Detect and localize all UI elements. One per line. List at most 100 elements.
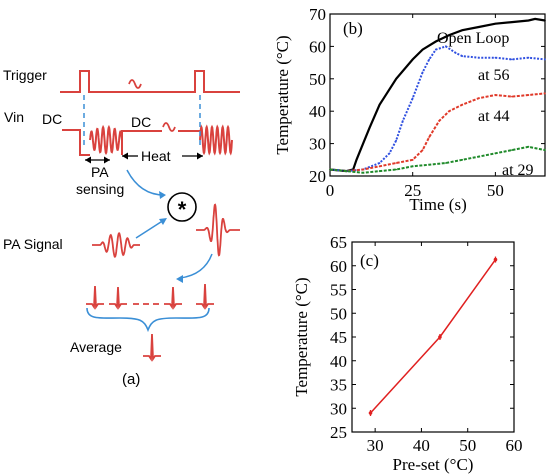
chart-b-y-tick-label: 30: [309, 135, 326, 154]
data-point-open-loop: [355, 159, 358, 161]
data-point-open-loop: [421, 48, 424, 51]
data-point-at-29: [478, 155, 480, 158]
pa-label: PA: [91, 164, 109, 180]
chart-c-x-tick-label: 40: [413, 436, 430, 455]
chart-c-y-tick-label: 40: [330, 352, 347, 371]
annotation-at-56: at 56: [478, 67, 510, 84]
chart-c: 25 30 35 40 45 50 55 60 65 30 40 50 60 (c) Pre-set (…: [292, 233, 523, 474]
data-point-at-44: [448, 110, 450, 112]
data-point-open-loop: [527, 19, 530, 22]
vin-break-mark: [162, 122, 176, 132]
data-point-at-56: [411, 97, 414, 99]
data-point-at-56: [527, 56, 530, 59]
data-point-at-56: [478, 56, 480, 59]
data-point-at-44: [478, 97, 480, 99]
pa-signal-waveform: [92, 232, 140, 258]
data-point-at-44: [411, 159, 414, 161]
signal-to-conv-arrow: [135, 219, 165, 239]
data-point-at-56: [395, 139, 398, 142]
data-point-open-loop: [544, 19, 546, 22]
pa-span-arrowheads: [85, 156, 110, 164]
chart-b-y-axis-title: Temperature (°C): [273, 35, 292, 154]
chart-c-y-tick-label: 50: [330, 304, 347, 323]
dc-right-label: DC: [131, 114, 151, 130]
data-point-at-44: [362, 168, 364, 171]
annotation-at-29: at 29: [502, 162, 534, 179]
chart-c-y-axis-title: Temperature (°C): [292, 277, 311, 396]
data-point-at-56: [388, 152, 391, 155]
chart-c-frame: [351, 241, 515, 433]
average-label: Average: [70, 339, 122, 355]
data-point-open-loop: [411, 58, 414, 61]
correlation-output-waveform: [196, 203, 240, 257]
annotation-open-loop: Open Loop: [437, 30, 509, 47]
average-brace: [86, 307, 210, 333]
chart-b-y-tick-label: 60: [309, 37, 326, 56]
data-point-at-44: [461, 103, 464, 106]
data-point-at-44: [428, 136, 431, 138]
data-point-at-56: [445, 45, 447, 48]
data-point-at-29: [395, 168, 398, 171]
data-point-open-loop: [534, 18, 536, 20]
data-point-at-44: [395, 162, 398, 164]
data-point-at-44: [527, 94, 530, 96]
pa-signal-label: PA Signal: [3, 236, 63, 252]
data-point-at-56: [454, 52, 457, 54]
chart-c-x-axis-title: Pre-set (°C): [393, 455, 474, 474]
chart-b-x-tick-label: 50: [487, 181, 504, 200]
heat-label: Heat: [141, 148, 171, 164]
data-point-at-56: [421, 71, 424, 74]
chart-b-panel-label: (b): [343, 19, 363, 38]
data-point-at-56: [544, 58, 546, 61]
vin-burst-right: [199, 124, 233, 156]
signal-arrowhead: [159, 218, 167, 225]
chart-c-y-tick-label: 60: [330, 257, 347, 276]
data-point-at-44: [421, 149, 424, 151]
data-point-at-56: [511, 58, 513, 61]
data-point-at-29: [511, 149, 513, 151]
data-point-at-56: [378, 162, 381, 164]
data-point-at-56: [428, 58, 431, 61]
chart-b-x-tick-label: 25: [404, 181, 421, 200]
data-point-at-29: [362, 172, 364, 174]
chart-c-y-tick-label: 30: [330, 399, 347, 418]
data-point-open-loop: [478, 26, 480, 28]
pulse-train-waveform: [86, 283, 214, 310]
chart-c-y-tick-label: 25: [330, 423, 347, 442]
data-point-at-29: [378, 170, 381, 172]
convolution-star: *: [178, 197, 187, 222]
data-point-at-56: [402, 120, 404, 122]
chart-c-x-tick-label: 60: [506, 436, 523, 455]
data-point-at-56: [461, 55, 464, 57]
series-line-at-44: [329, 92, 546, 173]
data-point-at-29: [329, 168, 331, 171]
chart-b-y-tick-label: 50: [309, 70, 326, 89]
sensing-arrowhead: [159, 191, 166, 199]
chart-c-y-tick-label: 45: [330, 328, 347, 347]
trigger-label: Trigger: [3, 67, 47, 83]
data-point-at-56: [494, 56, 497, 59]
data-point-preset: [438, 335, 442, 339]
data-point-at-29: [527, 146, 530, 148]
chart-c-x-tick-label: 30: [367, 436, 384, 455]
trigger-break-mark: [128, 79, 142, 89]
data-point-at-44: [544, 92, 546, 95]
data-point-preset: [493, 257, 498, 262]
chart-c-y-tick-label: 65: [330, 233, 347, 252]
data-point-at-56: [435, 48, 437, 51]
chart-b-y-tick-label: 70: [309, 5, 326, 24]
data-point-at-29: [428, 163, 431, 166]
data-point-at-29: [411, 165, 414, 168]
panel-a-schematic: Trigger Vin DC DC PA sensing Heat * PA S…: [3, 67, 240, 388]
chart-b-x-tick-label: 0: [326, 181, 335, 200]
series-line-at-29: [329, 145, 546, 174]
data-point-at-44: [438, 120, 441, 122]
data-point-open-loop: [368, 126, 371, 129]
trigger-waveform: [60, 70, 240, 93]
data-point-open-loop: [494, 22, 497, 25]
data-point-at-29: [345, 170, 348, 172]
sensing-to-conv-arrow: [126, 169, 165, 196]
averaged-pulse-waveform: [143, 333, 161, 362]
chart-b-x-axis-title: Time (s): [409, 195, 466, 214]
data-point-at-29: [445, 162, 447, 164]
